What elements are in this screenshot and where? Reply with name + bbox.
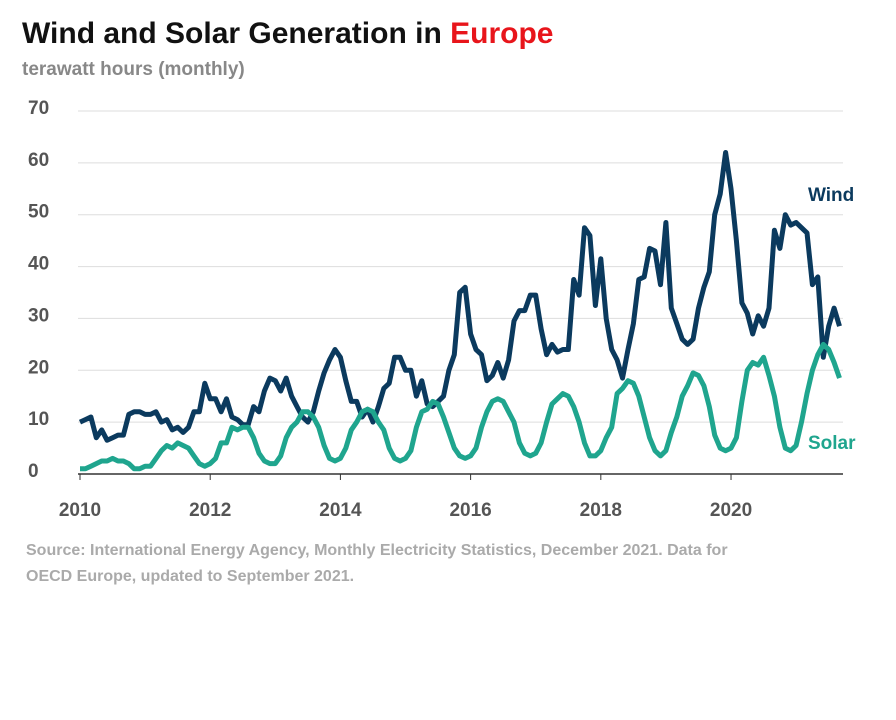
y-tick-label: 0 <box>28 461 39 482</box>
chart-title: Wind and Solar Generation in Europe <box>22 17 553 50</box>
x-tick-label: 2010 <box>59 500 101 521</box>
y-tick-label: 10 <box>28 409 49 430</box>
source-line: OECD Europe, updated to September 2021. <box>26 568 354 585</box>
x-tick-label: 2014 <box>319 500 362 521</box>
series-line <box>78 150 842 443</box>
source-line: Source: International Energy Agency, Mon… <box>26 542 728 559</box>
series-label: Wind <box>808 185 854 206</box>
y-tick-label: 60 <box>28 150 49 171</box>
x-tick-label: 2020 <box>710 500 752 521</box>
y-tick-label: 30 <box>28 305 49 326</box>
series-line <box>80 341 842 472</box>
y-tick-label: 70 <box>28 98 49 119</box>
title-main: Wind and Solar Generation in <box>22 17 442 50</box>
y-tick-label: 50 <box>28 202 49 223</box>
x-tick-label: 2018 <box>580 500 622 521</box>
subtitle: terawatt hours (monthly) <box>22 59 245 80</box>
x-tick-label: 2016 <box>449 500 491 521</box>
y-tick-label: 40 <box>28 254 49 275</box>
x-tick-label: 2012 <box>189 500 231 521</box>
y-tick-label: 20 <box>28 357 49 378</box>
title-highlight: Europe <box>450 17 553 50</box>
series-label: Solar <box>808 433 856 454</box>
